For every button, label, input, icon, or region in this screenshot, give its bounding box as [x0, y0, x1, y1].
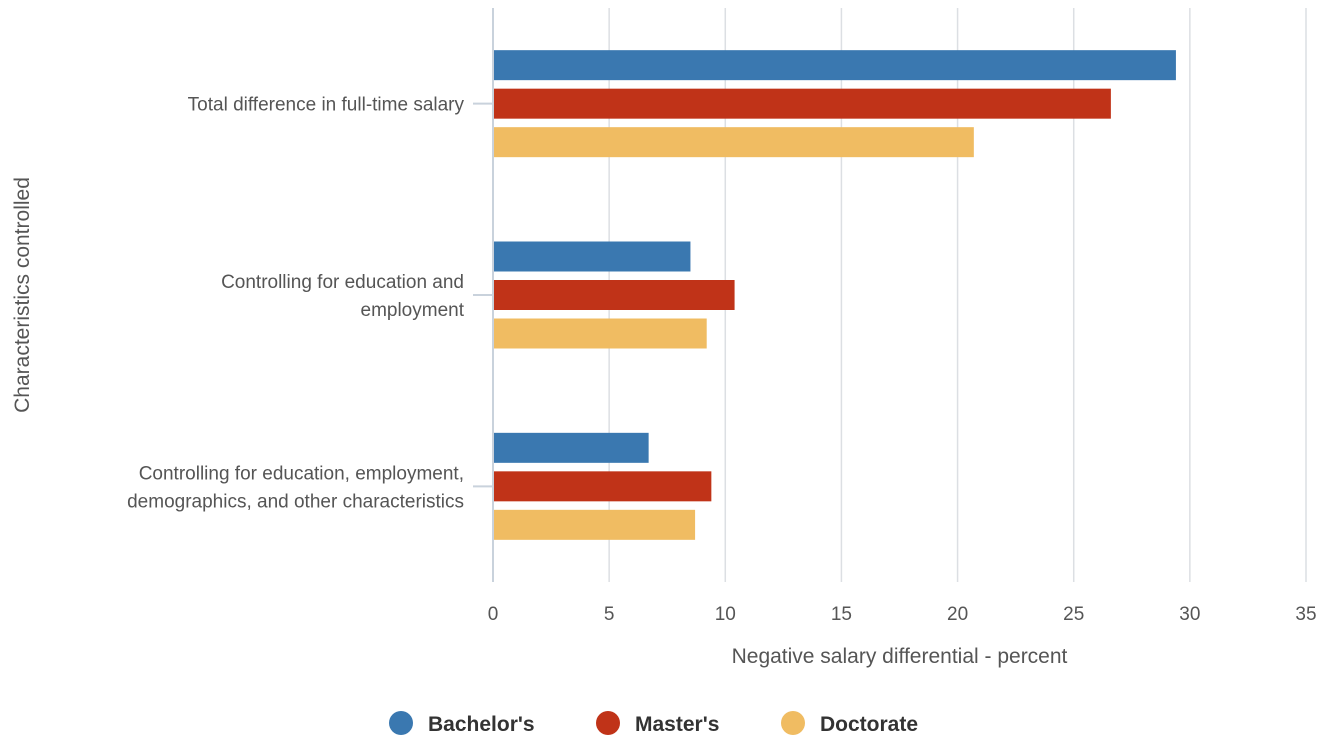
x-tick-label: 0 — [488, 604, 499, 625]
x-tick-label: 20 — [947, 604, 968, 625]
legend: Bachelor's Master's Doctorate — [389, 711, 918, 736]
bar — [494, 432, 649, 463]
bar — [494, 241, 691, 272]
category-label: Controlling for education, employment, de… — [127, 463, 464, 512]
legend-item[interactable]: Master's — [596, 711, 719, 736]
category-label: Total difference in full-time salary — [188, 95, 465, 116]
legend-swatch — [389, 711, 413, 735]
bar — [494, 280, 735, 310]
x-axis: 0 5 10 15 20 25 30 35 — [488, 604, 1317, 625]
x-axis-title: Negative salary differential - percent — [732, 645, 1068, 668]
legend-item[interactable]: Doctorate — [781, 711, 918, 736]
bars — [494, 50, 1176, 540]
legend-label: Master's — [635, 713, 719, 736]
x-tick-label: 25 — [1063, 604, 1084, 625]
x-tick-label: 35 — [1295, 604, 1316, 625]
x-tick-label: 30 — [1179, 604, 1200, 625]
y-axis-title: Characteristics controlled — [11, 177, 34, 413]
bar — [494, 88, 1111, 119]
legend-label: Doctorate — [820, 713, 918, 736]
x-tick-label: 10 — [715, 604, 736, 625]
bar — [494, 50, 1176, 81]
x-tick-label: 5 — [604, 604, 615, 625]
y-axis: Total difference in full-time salary Cont… — [127, 8, 494, 582]
bar — [494, 471, 712, 502]
bar — [494, 127, 974, 158]
x-tick-label: 15 — [831, 604, 852, 625]
bar — [494, 318, 707, 349]
legend-item[interactable]: Bachelor's — [389, 711, 535, 736]
category-label: Controlling for education and employment — [221, 272, 465, 321]
legend-swatch — [781, 711, 805, 735]
bar — [494, 509, 696, 540]
legend-swatch — [596, 711, 620, 735]
legend-label: Bachelor's — [428, 713, 535, 736]
